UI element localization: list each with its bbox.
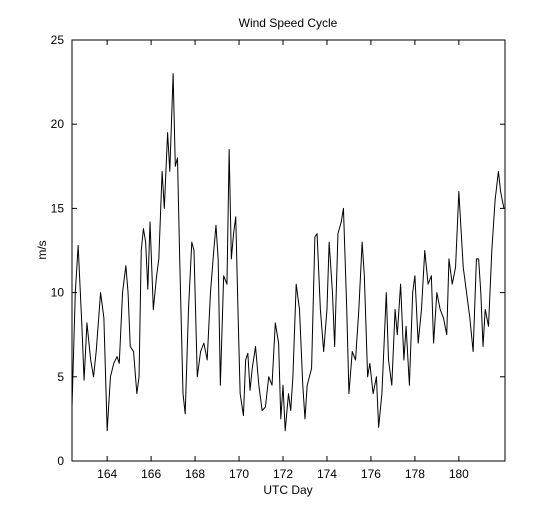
y-axis-label: m/s xyxy=(35,240,49,259)
plot-frame xyxy=(71,39,506,462)
x-tick-label: 168 xyxy=(185,467,205,481)
y-tick-label: 15 xyxy=(51,201,65,215)
x-tick-label: 170 xyxy=(229,467,249,481)
x-tick-label: 176 xyxy=(361,467,381,481)
x-tick-label: 172 xyxy=(273,467,293,481)
data-line xyxy=(71,73,505,432)
y-tick-label: 25 xyxy=(51,33,65,47)
y-tick-label: 0 xyxy=(57,454,64,468)
x-axis-label: UTC Day xyxy=(263,483,312,497)
x-tick-label: 180 xyxy=(449,467,469,481)
y-tick-label: 20 xyxy=(51,117,65,131)
x-tick-label: 174 xyxy=(317,467,337,481)
y-tick-label: 5 xyxy=(57,370,64,384)
x-tick-label: 166 xyxy=(141,467,161,481)
x-tick-label: 164 xyxy=(97,467,117,481)
x-tick-label: 178 xyxy=(405,467,425,481)
y-tick-label: 10 xyxy=(51,286,65,300)
chart-title: Wind Speed Cycle xyxy=(239,16,338,30)
